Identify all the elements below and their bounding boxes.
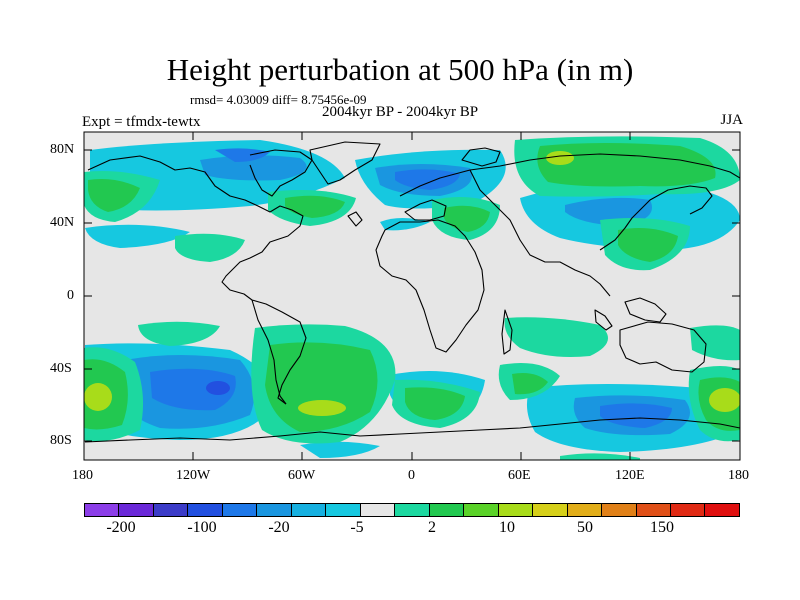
colorbar-segment (291, 504, 327, 516)
colorbar-segment (257, 504, 292, 516)
lat-label-0: 0 (67, 288, 74, 303)
contour-fill-positive-strong (84, 151, 740, 416)
colorbar-segment (429, 504, 465, 516)
colorbar-label: -20 (268, 519, 290, 536)
lon-label-60w: 60W (288, 468, 316, 483)
colorbar-label: -200 (106, 519, 136, 536)
colorbar-segment (360, 504, 396, 516)
colorbar-label: 150 (650, 519, 674, 536)
chart-title: Height perturbation at 500 hPa (in m) (166, 52, 634, 87)
lon-label-120w: 120W (176, 468, 211, 483)
colorbar-label: -100 (187, 519, 217, 536)
lat-ticks (84, 149, 740, 442)
lat-label-80s: 80S (50, 433, 72, 448)
colorbar-segment (85, 504, 120, 516)
lon-label-180-east: 180 (728, 468, 749, 483)
lon-ticks (192, 132, 631, 460)
colorbar-segment (222, 504, 258, 516)
lat-label-80n: 80N (50, 142, 75, 157)
colorbar-segment (153, 504, 189, 516)
lon-label-0: 0 (408, 468, 415, 483)
colorbar-segment (567, 504, 603, 516)
contour-fill-negative-core (206, 381, 230, 395)
colorbar-segment (119, 504, 154, 516)
period-subtitle: 2004kyr BP - 2004kyr BP (322, 104, 479, 120)
colorbar (84, 503, 740, 517)
colorbar-segment (464, 504, 499, 516)
colorbar-label: 2 (428, 519, 436, 536)
colorbar-label: 10 (499, 519, 515, 536)
colorbar-segment (395, 504, 430, 516)
season-label: JJA (720, 112, 743, 128)
colorbar-label: 50 (577, 519, 593, 536)
colorbar-segment (636, 504, 671, 516)
colorbar-segment (498, 504, 534, 516)
stats-text: rmsd= 4.03009 diff= 8.75456e-09 (190, 92, 367, 107)
experiment-label: Expt = tfmdx-tewtx (82, 114, 201, 130)
colorbar-segment (188, 504, 223, 516)
lon-label-180-west: 180 (72, 468, 93, 483)
lon-label-120e: 120E (615, 468, 645, 483)
colorbar-label: -5 (350, 519, 364, 536)
contour-fill-negative-strong (150, 148, 672, 428)
coastlines (84, 141, 740, 443)
lat-label-40s: 40S (50, 361, 72, 376)
lat-label-40n: 40N (50, 215, 75, 230)
colorbar-segment (326, 504, 361, 516)
colorbar-segment (533, 504, 568, 516)
colorbar-segment (602, 504, 637, 516)
colorbar-segment (670, 504, 706, 516)
lon-label-60e: 60E (508, 468, 531, 483)
colorbar-segment (705, 504, 739, 516)
